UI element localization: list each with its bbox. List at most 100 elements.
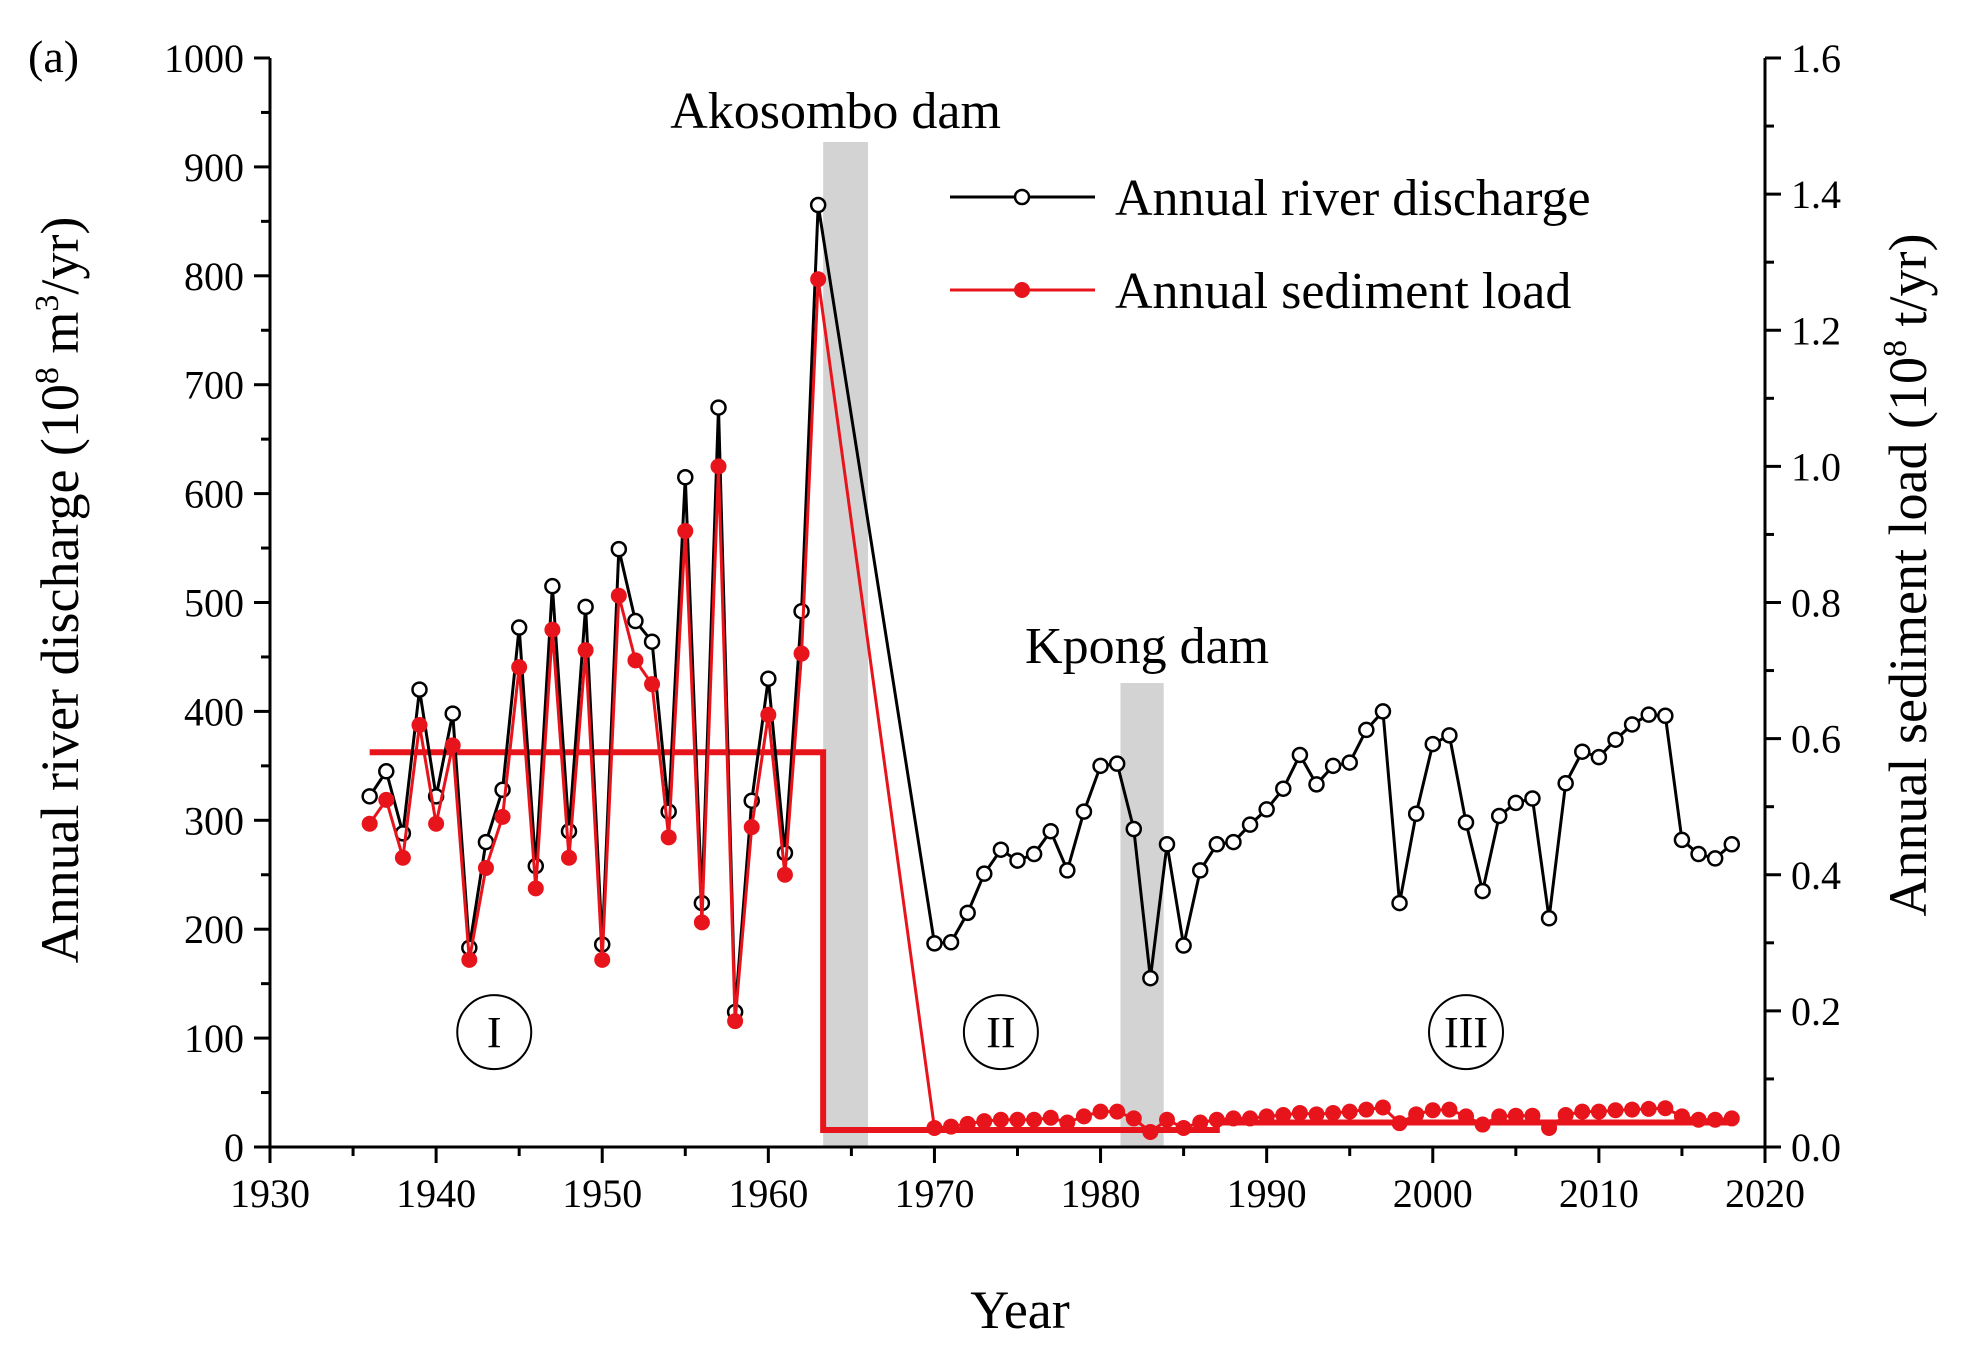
sediment-point	[727, 1013, 744, 1030]
y-right-tick-label: 1.6	[1791, 36, 1841, 81]
discharge-point	[1374, 703, 1392, 720]
sediment-point	[527, 880, 544, 897]
legend-discharge-marker	[1013, 188, 1031, 206]
sediment-line	[368, 277, 1732, 1134]
sediment-point	[1192, 1114, 1209, 1131]
sediment-point	[1624, 1101, 1641, 1118]
discharge-point	[1574, 743, 1591, 760]
discharge-point	[677, 469, 694, 486]
y-right-tick-label: 0.6	[1791, 717, 1841, 762]
sediment-point	[1723, 1110, 1740, 1127]
y-right-title-prefix: Annual sediment load (10	[1878, 357, 1938, 916]
discharge-point	[1324, 757, 1342, 775]
discharge-point	[1258, 801, 1275, 818]
sediment-point	[1109, 1103, 1126, 1120]
discharge-point	[1407, 805, 1425, 823]
discharge-point	[477, 833, 495, 851]
discharge-point	[1690, 845, 1707, 863]
discharge-point	[1025, 845, 1043, 863]
discharge-point	[444, 705, 461, 722]
discharge-point	[1241, 816, 1259, 833]
discharge-point	[1009, 852, 1026, 869]
sediment-point	[1291, 1104, 1308, 1121]
sediment-point	[760, 706, 777, 723]
sediment-point	[1159, 1111, 1175, 1128]
discharge-point	[1474, 882, 1491, 900]
sediment-point	[378, 791, 395, 808]
sediment-point	[577, 642, 594, 659]
discharge-point	[1275, 780, 1292, 797]
y-right-title-suffix: t/yr)	[1878, 234, 1938, 340]
sediment-point	[411, 717, 428, 734]
sediment-point	[992, 1111, 1009, 1128]
sediment-point	[1075, 1108, 1092, 1125]
discharge-point	[1158, 836, 1176, 853]
discharge-point	[544, 577, 561, 595]
discharge-point	[1075, 803, 1093, 820]
period-circle	[1428, 994, 1504, 1071]
discharge-point	[976, 865, 993, 882]
sediment-point	[1325, 1104, 1342, 1121]
y-right-tick-label: 1.0	[1791, 444, 1841, 489]
y-axis-right-title: Annual sediment load (108 t/yr)	[1877, 234, 1938, 917]
y-left-title-prefix: Annual river discharge (10	[30, 384, 90, 963]
discharge-point	[1524, 790, 1541, 807]
sediment-point	[1175, 1119, 1192, 1136]
y-left-tick-label: 1000	[164, 36, 244, 81]
x-tick-label: 1980	[1061, 1171, 1141, 1216]
akosombo-dam-band	[823, 142, 868, 1147]
sediment-point	[793, 645, 810, 662]
x-tick-label: 2020	[1725, 1171, 1805, 1216]
sediment-point	[1026, 1111, 1043, 1128]
sediment-point	[544, 621, 561, 638]
discharge-point	[1657, 707, 1674, 725]
series-discharge	[361, 196, 1741, 1021]
discharge-point	[1607, 731, 1624, 748]
sediment-point	[1225, 1110, 1242, 1127]
discharge-point	[560, 822, 578, 840]
sediment-point	[461, 951, 478, 968]
y-left-tick-label: 500	[184, 581, 244, 626]
y-right-tick-label: 0.0	[1791, 1125, 1841, 1170]
sediment-point	[1491, 1108, 1508, 1125]
discharge-line	[368, 203, 1733, 1014]
discharge-point	[942, 934, 960, 951]
sediment-point	[743, 819, 760, 836]
discharge-point	[1208, 836, 1226, 853]
period-circle	[456, 994, 533, 1071]
kpong-dam-label: Kpong dam	[1025, 618, 1269, 675]
sediment-point	[776, 866, 793, 883]
sediment-point	[1059, 1114, 1076, 1131]
discharge-point	[411, 681, 428, 698]
discharge-point	[1341, 754, 1358, 771]
sediment-point	[1142, 1124, 1159, 1141]
discharge-point	[1092, 757, 1109, 775]
discharge-point	[577, 598, 594, 616]
sediment-point	[428, 815, 445, 832]
sediment-point	[644, 676, 661, 693]
sediment-point	[660, 829, 677, 846]
sediment-point	[1208, 1111, 1225, 1128]
y-right-title-sup1: 8	[1877, 340, 1914, 357]
discharge-point	[361, 788, 378, 805]
y-left-tick-label: 400	[184, 689, 244, 734]
y-axis-right: 0.0 0.2 0.4 0.6 0.8 1.0 1.2 1.4 1.6	[1765, 36, 1841, 1170]
sediment-point	[677, 523, 694, 540]
discharge-point	[1225, 833, 1242, 851]
discharge-point	[710, 399, 727, 416]
discharge-point	[1540, 910, 1558, 927]
y-left-tick-label: 0	[224, 1125, 244, 1170]
period-label: I	[487, 1008, 502, 1057]
discharge-point	[926, 935, 943, 952]
sediment-point	[1009, 1111, 1026, 1128]
discharge-point	[643, 633, 661, 650]
sediment-point	[1308, 1106, 1325, 1123]
discharge-point	[760, 670, 777, 687]
x-tick-label: 1950	[562, 1171, 642, 1216]
x-tick-label: 1970	[894, 1171, 974, 1216]
y-left-tick-label: 300	[184, 798, 244, 843]
sediment-point	[627, 652, 644, 669]
discharge-point	[378, 763, 395, 780]
sediment-point	[477, 859, 494, 876]
